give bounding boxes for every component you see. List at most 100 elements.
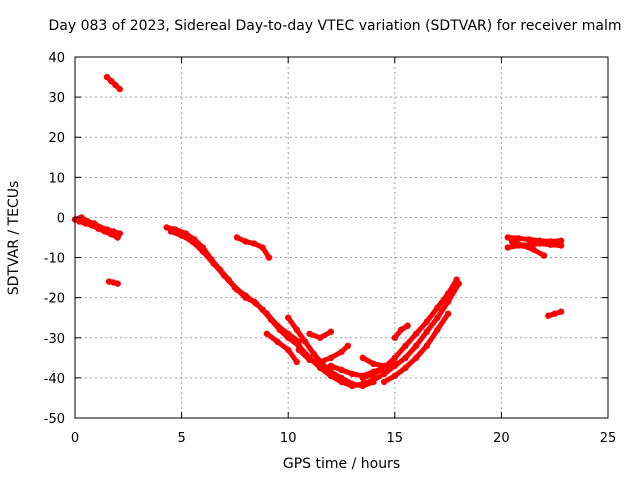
data-point xyxy=(274,338,281,345)
data-point xyxy=(274,322,281,329)
data-point xyxy=(199,248,207,255)
data-point xyxy=(108,231,115,238)
data-point xyxy=(253,300,260,307)
data-point xyxy=(434,314,441,321)
data-point xyxy=(82,220,89,227)
y-tick-label: 30 xyxy=(48,91,65,106)
data-point xyxy=(108,77,115,85)
y-tick-label: -40 xyxy=(44,372,65,387)
data-series-arc-14 xyxy=(380,310,452,386)
data-point xyxy=(178,232,185,239)
data-point xyxy=(423,342,430,349)
data-point xyxy=(536,240,543,247)
data-point xyxy=(285,346,292,354)
x-tick-label: 10 xyxy=(280,431,297,446)
data-point xyxy=(423,318,430,325)
y-tick-label: 20 xyxy=(48,131,65,146)
data-series-arc-5 xyxy=(163,224,462,390)
data-arc xyxy=(509,239,547,259)
data-point xyxy=(444,290,452,297)
data-point xyxy=(530,246,537,253)
data-point xyxy=(327,328,335,335)
data-point xyxy=(114,234,121,241)
data-point xyxy=(359,374,367,382)
data-series-arc-2 xyxy=(76,218,121,241)
data-point xyxy=(327,368,335,376)
data-point xyxy=(327,362,335,370)
data-series-arc-16 xyxy=(359,354,388,370)
data-point xyxy=(338,348,345,356)
data-point xyxy=(259,244,266,251)
data-point xyxy=(310,350,317,358)
data-point xyxy=(359,354,367,362)
data-point xyxy=(293,358,300,366)
data-point xyxy=(348,380,356,388)
data-point xyxy=(444,298,452,305)
data-point xyxy=(359,382,367,390)
data-point xyxy=(557,308,565,315)
data-point xyxy=(293,326,300,333)
y-tick-label: -10 xyxy=(44,252,65,267)
data-point xyxy=(88,222,96,229)
data-point xyxy=(295,346,303,354)
data-series-arc-4 xyxy=(103,73,123,93)
data-point xyxy=(391,334,398,341)
data-point xyxy=(434,326,441,333)
tick-layer: 0 5 10 15 20 25 -50 -40 -30 -20 -10 0 10 20 30 40 xyxy=(44,51,617,446)
data-point xyxy=(103,73,111,81)
data-point xyxy=(242,292,249,299)
data-point xyxy=(76,218,83,225)
data-point xyxy=(285,330,292,337)
data-point xyxy=(348,370,356,378)
data-point xyxy=(302,338,309,345)
data-point xyxy=(547,241,554,248)
y-tick-label: -50 xyxy=(44,412,65,427)
y-tick-label: -20 xyxy=(44,292,65,307)
data-point xyxy=(412,342,420,349)
data-point xyxy=(116,85,123,93)
data-point xyxy=(95,225,102,232)
data-point xyxy=(402,354,409,362)
data-arc xyxy=(360,277,460,381)
data-point xyxy=(344,342,352,349)
data-point xyxy=(263,310,271,317)
data-point xyxy=(504,244,511,251)
data-point xyxy=(557,237,565,244)
data-point xyxy=(167,228,175,235)
data-point xyxy=(557,242,565,249)
data-point xyxy=(189,238,196,245)
data-point xyxy=(285,314,292,321)
data-series-arc-10 xyxy=(295,342,352,366)
data-point xyxy=(231,284,239,291)
data-point xyxy=(397,326,405,333)
data-point xyxy=(306,356,313,364)
data-point xyxy=(412,330,420,337)
x-tick-label: 15 xyxy=(387,431,404,446)
data-point xyxy=(370,360,377,368)
x-axis-label: GPS time / hours xyxy=(282,456,401,472)
data-series-arc-20 xyxy=(545,308,565,319)
data-point xyxy=(453,276,460,283)
chart-title: Day 083 of 2023, Sidereal Day-to-day VTE… xyxy=(48,18,622,34)
data-series-arc-19 xyxy=(508,238,548,259)
data-point xyxy=(380,362,388,370)
data-point xyxy=(163,224,170,231)
data-point xyxy=(402,342,409,349)
data-point xyxy=(391,372,398,380)
data-point xyxy=(306,330,313,337)
data-point xyxy=(423,328,430,335)
data-point xyxy=(380,378,388,386)
data-point xyxy=(233,234,241,241)
data-point xyxy=(370,370,377,378)
y-tick-label: 10 xyxy=(48,171,65,186)
data-point xyxy=(391,354,398,362)
x-tick-label: 25 xyxy=(600,431,617,446)
data-series-arc-6 xyxy=(167,228,303,345)
data-point xyxy=(338,366,345,374)
data-point xyxy=(551,310,558,317)
data-series-arc-15 xyxy=(391,322,411,341)
data-series-arc-8 xyxy=(263,330,300,366)
data-point xyxy=(101,228,109,235)
y-tick-label: 40 xyxy=(48,51,65,66)
